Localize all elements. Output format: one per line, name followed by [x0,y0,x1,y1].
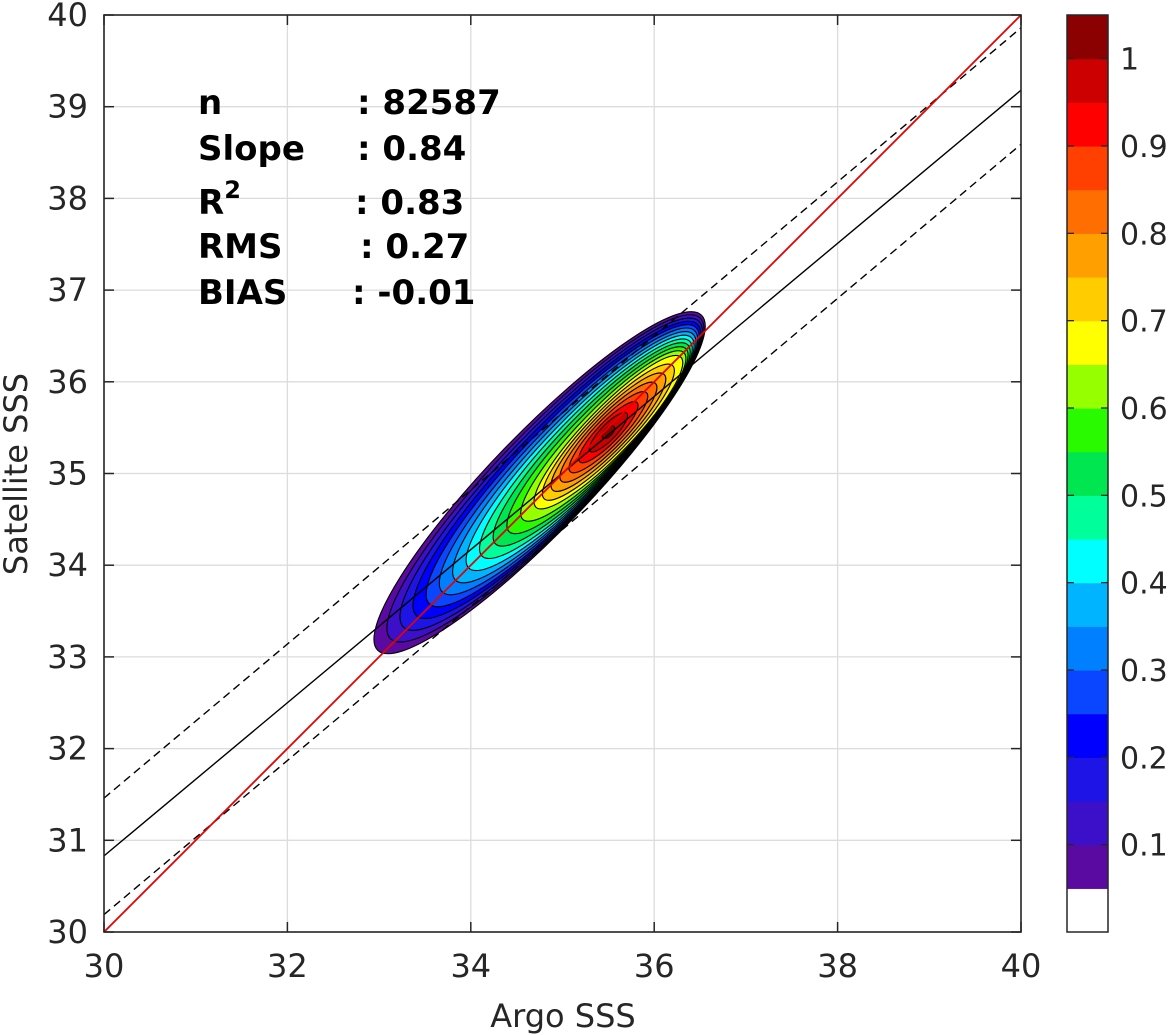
stat-value: : 0.27 [360,227,469,267]
grid [103,14,1022,933]
colorbar-swatch [1067,539,1108,584]
stat-value: : -0.01 [352,273,475,313]
colorbar-swatch [1067,757,1108,802]
colorbar-swatch [1067,320,1108,365]
reference-lines [104,15,1021,932]
stat-label: R2 [198,176,241,223]
statistics-annotation: n : 82587 Slope : 0.84 R2 : 0.83 RMS : 0.27 BIAS… [198,83,501,313]
stat-label-text: n [198,83,222,123]
colorbar-tick-label: 0.6 [1120,392,1168,427]
stat-label-text: BIAS [198,273,287,313]
x-tick-label: 40 [1001,947,1042,985]
x-tick-label: 34 [450,947,491,985]
stat-label-text: RMS [198,227,283,267]
colorbar-swatch [1067,189,1108,234]
colorbar-swatch [1067,801,1108,846]
y-tick-label: 32 [47,730,88,768]
colorbar-swatch [1067,888,1108,933]
colorbar-swatch [1067,670,1108,715]
lower-bound-line [104,143,1021,916]
stat-label-text: R [198,183,224,223]
y-tick-label: 36 [47,363,88,401]
colorbar-frame [1066,14,1109,933]
colorbar-swatch [1067,451,1108,496]
stat-label: BIAS [198,273,287,313]
density-contours [373,311,706,655]
y-tick-label: 30 [47,913,88,951]
stat-label-text: Slope [198,129,305,169]
y-tick-label: 35 [47,455,88,493]
y-tick-label: 31 [47,821,88,859]
stat-label-superscript: 2 [224,176,241,204]
x-tick-label: 36 [634,947,675,985]
colorbar-swatch [1067,146,1108,191]
x-tick-label: 38 [817,947,858,985]
colorbar-swatch [1067,713,1108,758]
colorbar: 0.1 0.2 0.3 0.4 0.5 0.6 0.7 0.8 0.9 1 [1066,14,1168,933]
colorbar-swatch [1067,277,1108,322]
colorbar-swatch [1067,582,1108,627]
colorbar-tick-label: 0.9 [1120,130,1168,165]
colorbar-swatch [1067,495,1108,540]
colorbar-swatch [1067,15,1108,60]
colorbar-swatch [1067,408,1108,453]
x-axis-title: Argo SSS [490,997,635,1035]
x-tick-label: 30 [84,947,125,985]
y-tick-label: 40 [47,0,88,34]
colorbar-swatch [1067,58,1108,103]
axis-ticks: 30 32 34 36 38 40 30 31 32 33 34 35 36 37 38 39 40 [47,0,1041,985]
one-to-one-line [104,15,1021,932]
stat-value: : 82587 [357,83,501,123]
colorbar-swatch [1067,844,1108,889]
upper-bound-line [104,27,1021,799]
y-tick-label: 33 [47,638,88,676]
colorbar-swatch [1067,233,1108,278]
colorbar-tick-label: 0.8 [1120,217,1168,252]
stat-label: Slope [198,129,305,169]
colorbar-swatch [1067,626,1108,671]
colorbar-tick-label: 0.1 [1120,829,1168,864]
stat-label: n [198,83,222,123]
stat-value: : 0.83 [355,183,464,223]
stat-label: RMS [198,227,283,267]
colorbar-swatch [1067,102,1108,147]
y-tick-label: 37 [47,271,88,309]
colorbar-tick-label: 0.3 [1120,654,1168,689]
y-tick-label: 34 [47,546,88,584]
colorbar-tick-label: 0.2 [1120,741,1168,776]
x-tick-label: 32 [267,947,308,985]
colorbar-tick-label: 0.7 [1120,305,1168,340]
y-axis-title: Satellite SSS [0,373,35,575]
y-tick-label: 39 [47,88,88,126]
colorbar-tick-label: 1 [1120,43,1139,78]
colorbar-tick-label: 0.5 [1120,479,1168,514]
colorbar-swatch [1067,364,1108,409]
stat-value: : 0.84 [357,129,466,169]
y-tick-label: 38 [47,179,88,217]
colorbar-tick-label: 0.4 [1120,567,1168,602]
